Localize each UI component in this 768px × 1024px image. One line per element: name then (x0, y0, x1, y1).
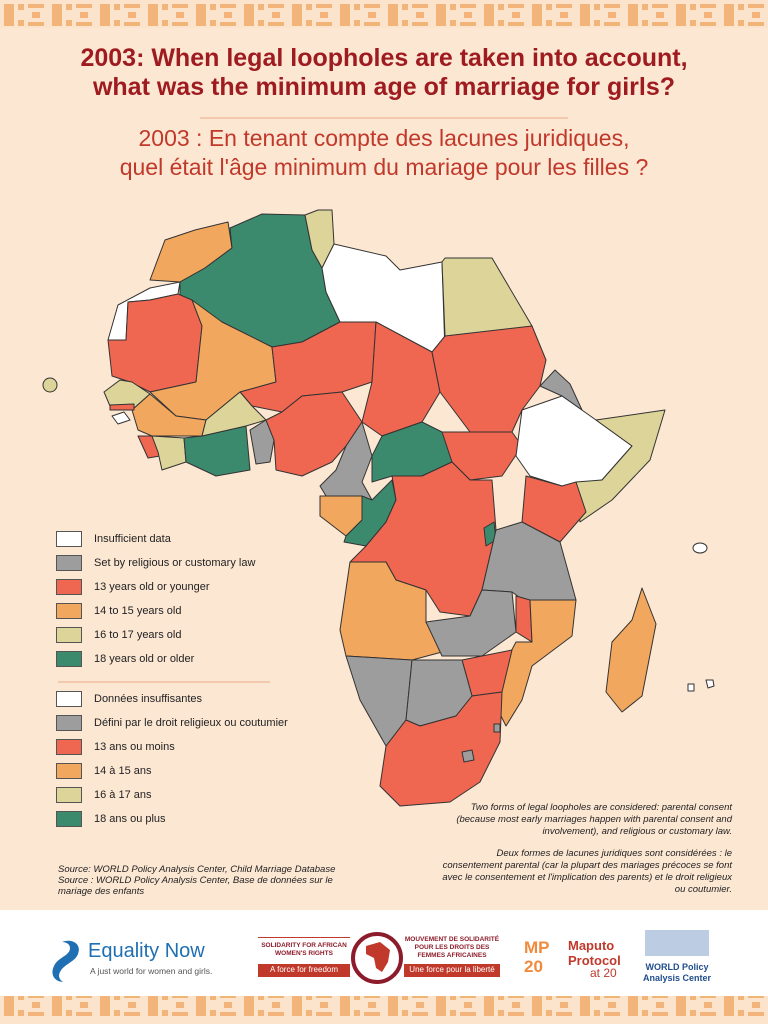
country (425, 589, 517, 657)
country (539, 369, 583, 411)
country (495, 599, 577, 727)
legend-item: 18 ans ou plus (56, 807, 288, 831)
solidarity-fr-name: MOUVEMENT DE SOLIDARITÉ POUR LES DROITS … (404, 936, 500, 959)
legend-item: Données insuffisantes (56, 687, 288, 711)
solidarity-en-tagline: A force for freedom (269, 965, 339, 974)
title-line: 2003: When legal loopholes are taken int… (80, 44, 688, 72)
legend-swatch (56, 603, 82, 619)
country (461, 749, 475, 763)
island (687, 683, 695, 692)
africa-icon (366, 942, 390, 972)
island (692, 542, 708, 554)
source-fr: Source : WORLD Policy Analysis Center, B… (58, 875, 333, 897)
country (349, 461, 497, 617)
world-map-icon (645, 930, 709, 956)
legend-item: 13 years old or younger (56, 575, 255, 599)
title-line: what was the minimum age of marriage for… (92, 73, 676, 101)
rule (258, 937, 350, 938)
equality-now-tagline: A just world for women and girls. (90, 966, 213, 976)
note-en: Two forms of legal loopholes are conside… (456, 802, 732, 837)
world-logo-name: WORLD Policy Analysis Center (642, 962, 712, 983)
title-fr: 2003 : En tenant compte des lacunes juri… (0, 124, 768, 182)
legend-swatch (56, 531, 82, 547)
legend-label: 13 ans ou moins (94, 741, 175, 753)
solidarity-ring (351, 932, 403, 984)
legend-item: 18 years old or older (56, 647, 255, 671)
country (431, 325, 547, 433)
tagline-bg (258, 964, 350, 977)
legend-swatch (56, 739, 82, 755)
island (109, 403, 135, 411)
equality-now-icon (52, 940, 79, 982)
legend-label: 18 ans ou plus (94, 813, 166, 825)
legend-swatch (56, 715, 82, 731)
logo-art (0, 910, 768, 996)
island (705, 679, 715, 689)
tagline-bg (404, 964, 500, 977)
country (249, 419, 275, 465)
legend-label: Insufficient data (94, 533, 171, 545)
legend-swatch (56, 651, 82, 667)
legend-item: 16 à 17 ans (56, 783, 288, 807)
maputo-sub: at 20 (590, 966, 617, 980)
source: Source: WORLD Policy Analysis Center, Ch… (58, 864, 358, 897)
africa-map (42, 209, 715, 807)
country (441, 257, 533, 337)
legend-swatch (56, 763, 82, 779)
legend-swatch (56, 787, 82, 803)
legend-label: 16 à 17 ans (94, 789, 152, 801)
legend-item: Défini par le droit religieux ou coutumi… (56, 711, 288, 735)
legend-item: 13 ans ou moins (56, 735, 288, 759)
country (379, 691, 503, 807)
legend-item: Set by religious or customary law (56, 551, 255, 575)
equality-now-name: Equality Now (88, 940, 205, 962)
country (605, 587, 657, 713)
island (111, 411, 131, 425)
country (201, 391, 267, 437)
title-line: quel était l'âge minimum du mariage pour… (119, 154, 649, 180)
top-border (0, 0, 768, 28)
bottom-border (0, 996, 768, 1024)
maputo-mark: MP 20 (524, 938, 550, 976)
title-line: 2003 : En tenant compte des lacunes juri… (138, 125, 630, 151)
country (151, 435, 187, 471)
note-fr: Deux formes de lacunes juridiques sont c… (442, 848, 732, 895)
legend-label: Données insuffisantes (94, 693, 203, 705)
legend-label: 18 years old or older (94, 653, 195, 665)
legend-label: 14 à 15 ans (94, 765, 152, 777)
legend-swatch (56, 691, 82, 707)
legend-item: Insufficient data (56, 527, 255, 551)
legend-label: 14 to 15 years old (94, 605, 182, 617)
legend-swatch (56, 627, 82, 643)
legend-label: 16 to 17 years old (94, 629, 182, 641)
legend-label: Défini par le droit religieux ou coutumi… (94, 717, 288, 729)
solidarity-fr-tagline: Une force pour la liberté (409, 965, 495, 974)
legend-swatch (56, 579, 82, 595)
solidarity-en-name: SOLIDARITY FOR AFRICAN WOMEN'S RIGHTS (261, 942, 347, 957)
legend-en: Insufficient data Set by religious or cus… (56, 527, 255, 671)
country (493, 723, 501, 733)
legend-swatch (56, 555, 82, 571)
source-en: Source: WORLD Policy Analysis Center, Ch… (58, 864, 336, 875)
country (515, 595, 533, 643)
legend-swatch (56, 811, 82, 827)
maputo-name: Maputo Protocol (568, 938, 621, 968)
legend-item: 14 à 15 ans (56, 759, 288, 783)
title-en: 2003: When legal loopholes are taken int… (0, 44, 768, 102)
legend-label: Set by religious or customary law (94, 557, 256, 569)
country (575, 409, 666, 523)
island (42, 377, 58, 393)
legend-item: 14 to 15 years old (56, 599, 255, 623)
legend-label: 13 years old or younger (94, 581, 210, 593)
legend-item: 16 to 17 years old (56, 623, 255, 647)
legend-fr: Données insuffisantes Défini par le droit… (56, 687, 288, 831)
